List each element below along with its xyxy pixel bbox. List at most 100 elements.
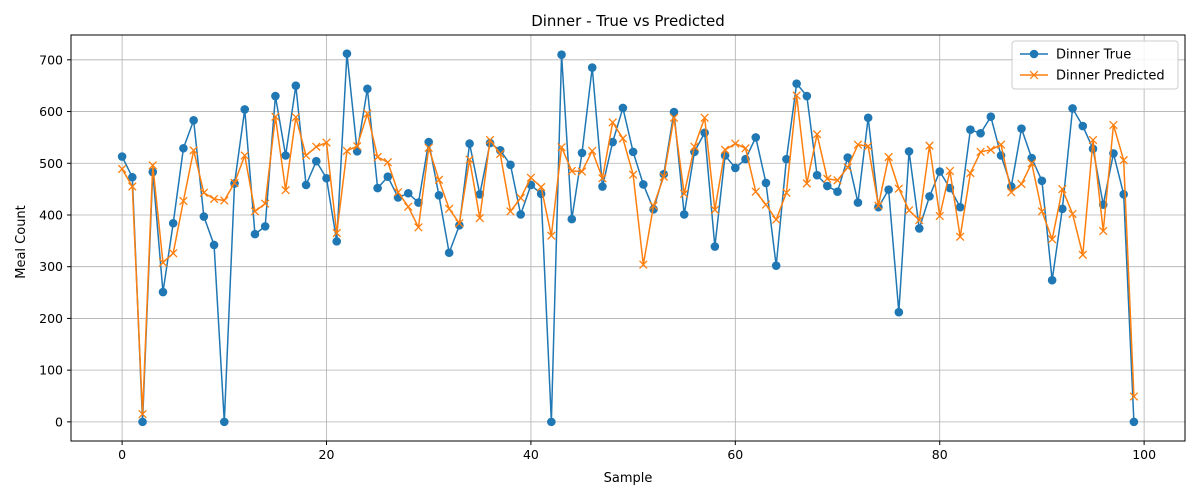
data-point <box>618 134 628 143</box>
x-tick-label: 60 <box>727 447 743 462</box>
data-point <box>577 167 587 176</box>
data-point <box>363 109 372 118</box>
y-tick-label: 100 <box>39 363 63 378</box>
data-point <box>914 224 924 233</box>
data-point <box>955 232 965 241</box>
legend-item: Dinner Predicted <box>1020 69 1165 84</box>
data-point <box>720 151 730 160</box>
plot-frame <box>70 34 1186 442</box>
data-point <box>577 148 587 158</box>
series-dinner-predicted <box>117 91 1139 419</box>
data-point <box>332 237 342 246</box>
x-tick-label: 80 <box>932 447 948 462</box>
data-point <box>863 141 873 151</box>
data-point <box>312 142 321 151</box>
series-layer <box>117 49 1139 427</box>
y-tick-label: 0 <box>55 414 63 429</box>
data-point <box>751 187 761 196</box>
data-point <box>168 248 178 258</box>
y-axis-label: Meal Count <box>14 205 29 279</box>
data-point <box>363 84 372 94</box>
data-point <box>843 153 853 162</box>
data-point <box>812 130 822 139</box>
data-point <box>475 213 485 223</box>
data-point <box>403 188 413 198</box>
y-tick-label: 200 <box>39 311 63 326</box>
data-point <box>240 105 250 114</box>
data-point <box>1119 189 1128 199</box>
data-point <box>220 417 229 427</box>
data-point <box>761 178 771 188</box>
data-point <box>301 151 311 160</box>
data-point <box>1119 155 1128 165</box>
data-point <box>495 149 505 159</box>
data-point <box>894 307 904 317</box>
data-point <box>822 181 832 191</box>
data-point <box>843 163 852 172</box>
data-point <box>1078 250 1088 260</box>
data-point <box>915 215 924 225</box>
data-point <box>741 144 750 153</box>
data-point <box>863 113 873 123</box>
series-line <box>121 94 1135 415</box>
data-point <box>444 248 454 258</box>
x-tick-label: 40 <box>523 447 539 462</box>
data-point <box>782 188 791 198</box>
data-point <box>373 152 382 162</box>
data-point <box>485 135 495 145</box>
data-point <box>833 176 842 185</box>
data-point <box>536 182 546 192</box>
data-point <box>506 207 515 216</box>
legend-marker <box>1029 49 1039 59</box>
data-point <box>393 187 403 197</box>
data-point <box>404 202 413 211</box>
data-point <box>587 146 597 156</box>
x-tick-label: 100 <box>1132 447 1156 462</box>
data-point <box>874 202 883 212</box>
data-point <box>291 112 301 122</box>
data-point <box>189 116 198 125</box>
data-point <box>771 215 781 224</box>
legend: Dinner True Dinner Predicted <box>1011 40 1179 90</box>
data-point <box>189 146 198 155</box>
legend-item: Dinner True <box>1020 48 1131 63</box>
y-tick-label: 400 <box>39 207 63 222</box>
legend-box <box>1011 40 1179 90</box>
data-point <box>240 151 250 160</box>
data-point <box>904 147 914 156</box>
data-point <box>720 145 730 155</box>
data-point <box>260 222 270 231</box>
data-point <box>199 212 209 221</box>
data-point <box>731 139 740 148</box>
data-point <box>618 103 628 113</box>
data-point <box>291 81 301 90</box>
data-point <box>679 210 689 219</box>
data-point <box>444 204 454 214</box>
data-point <box>434 191 444 200</box>
data-point <box>1109 120 1118 130</box>
data-point <box>833 187 842 197</box>
y-tick-label: 600 <box>39 104 63 119</box>
data-point <box>1027 159 1036 168</box>
data-point <box>209 194 219 204</box>
data-point <box>1068 104 1077 113</box>
data-point <box>639 260 648 269</box>
data-point <box>311 156 321 166</box>
data-point <box>414 223 423 232</box>
data-point <box>1088 135 1098 145</box>
data-point <box>935 211 944 221</box>
data-point <box>383 172 393 182</box>
data-point <box>884 185 893 194</box>
data-point <box>526 173 536 183</box>
legend-label: Dinner Predicted <box>1056 69 1165 84</box>
tick-layer: 0 20 40 60 80 100 0 100 200 300 400 500 600 700 <box>39 52 1156 462</box>
data-point <box>465 139 474 148</box>
y-tick-label: 500 <box>39 156 63 171</box>
data-point <box>179 143 188 153</box>
x-tick-label: 0 <box>118 447 126 462</box>
y-tick-label: 300 <box>39 259 63 274</box>
data-point <box>260 199 270 208</box>
data-point <box>904 206 914 215</box>
data-point <box>465 155 474 164</box>
